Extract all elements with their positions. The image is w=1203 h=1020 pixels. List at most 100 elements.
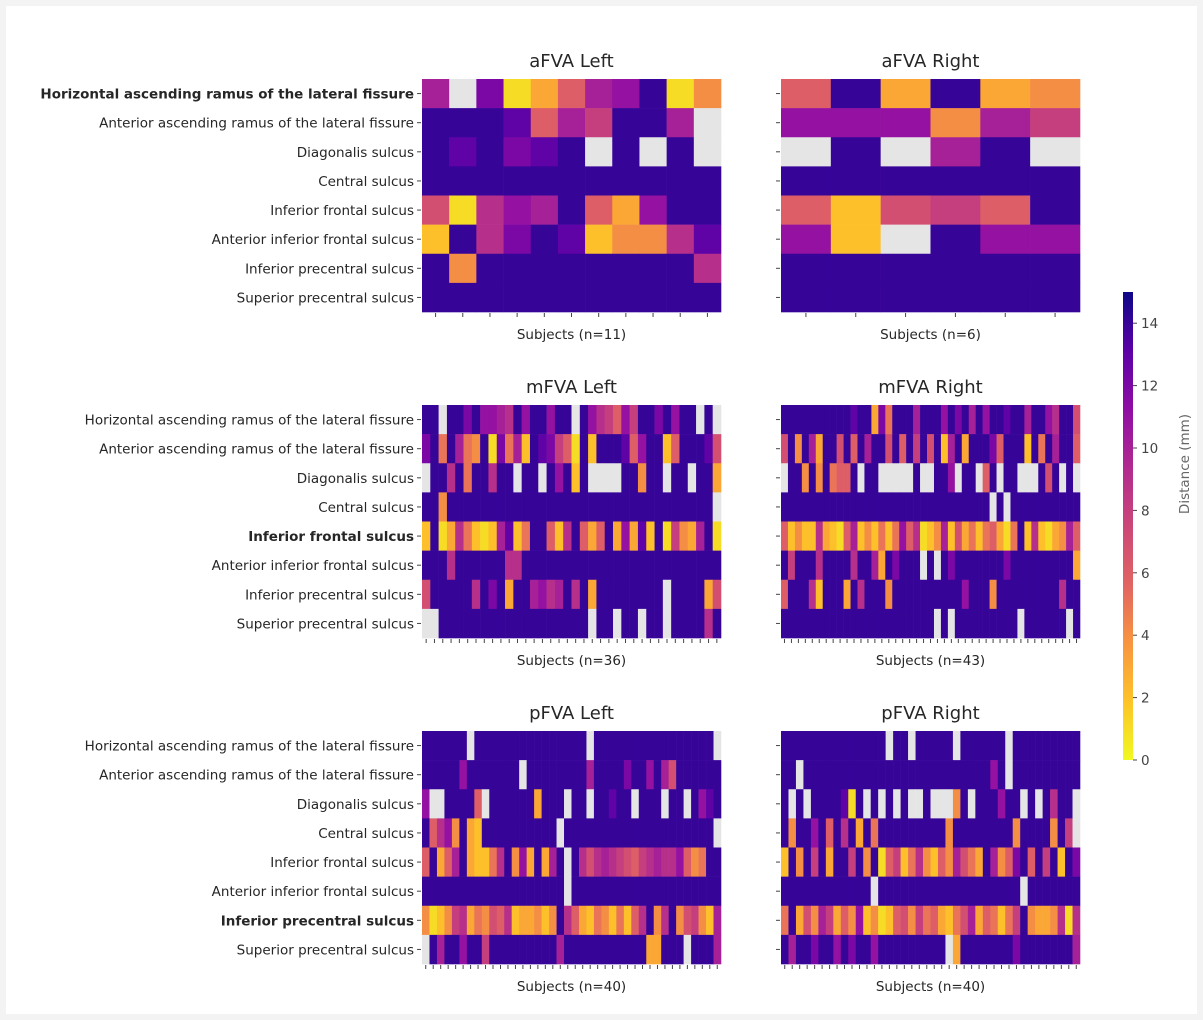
heatmap-cell xyxy=(1031,608,1039,639)
heatmap-cell xyxy=(781,579,789,610)
heatmap-cell xyxy=(829,550,837,581)
heatmap-cell xyxy=(422,79,450,109)
heatmap-cell xyxy=(554,579,564,610)
heatmap-cell xyxy=(646,405,655,435)
heatmap-cell xyxy=(1052,608,1060,639)
heatmap-cell xyxy=(1045,492,1053,522)
heatmap-cell xyxy=(596,550,606,581)
heatmap-cell xyxy=(952,905,961,936)
heatmap-cell xyxy=(1030,166,1081,196)
heatmap-cell xyxy=(601,760,610,790)
heatmap-cell xyxy=(843,521,851,551)
heatmap-cell xyxy=(871,492,879,522)
heatmap-cell xyxy=(679,463,689,493)
heatmap-cell xyxy=(968,405,976,435)
heatmap-cell xyxy=(579,405,589,435)
heatmap-cell xyxy=(693,224,722,255)
heatmap-cell xyxy=(945,847,954,877)
heatmap-cell xyxy=(530,282,559,313)
heatmap-cell xyxy=(857,405,865,435)
heatmap-cell xyxy=(878,934,886,965)
heatmap-cell xyxy=(927,608,935,639)
heatmap-cell xyxy=(579,463,589,493)
heatmap-cell xyxy=(496,521,506,551)
heatmap-cell xyxy=(604,579,614,610)
heatmap-cell xyxy=(612,253,640,284)
heatmap-cell xyxy=(526,731,535,761)
heatmap-cell xyxy=(878,550,886,581)
heatmap-cell xyxy=(1050,760,1058,790)
heatmap-cell xyxy=(504,789,512,819)
heatmap-cell xyxy=(554,550,564,581)
heatmap-cell xyxy=(982,434,990,464)
heatmap-cell xyxy=(833,731,842,761)
heatmap-cell xyxy=(833,934,842,965)
heatmap-cell xyxy=(961,492,970,522)
heatmap-cell xyxy=(952,876,961,907)
heatmap-cell xyxy=(1030,79,1081,109)
heatmap-cell xyxy=(945,731,954,761)
heatmap-cell xyxy=(920,550,928,581)
heatmap-cell xyxy=(1005,760,1014,790)
heatmap-cell xyxy=(571,521,581,551)
heatmap-cell xyxy=(968,521,976,551)
heatmap-cell xyxy=(923,818,931,848)
heatmap-cell xyxy=(947,463,956,493)
heatmap-cell xyxy=(975,434,983,464)
heatmap-cell xyxy=(1073,608,1081,639)
heatmap-cell xyxy=(1038,492,1046,522)
heatmap-cell xyxy=(864,521,872,551)
heatmap-cell xyxy=(706,818,714,848)
heatmap-cell xyxy=(863,905,871,936)
heatmap-cell xyxy=(444,760,453,790)
heatmap-cell xyxy=(815,463,824,493)
heatmap-cell xyxy=(893,789,901,819)
heatmap-cell xyxy=(1031,492,1039,522)
heatmap-cell xyxy=(937,731,946,761)
heatmap-cell xyxy=(593,847,602,877)
heatmap-cell xyxy=(613,463,622,493)
heatmap-cell xyxy=(623,818,632,848)
heatmap-cell xyxy=(840,934,849,965)
heatmap-cell xyxy=(1005,876,1014,907)
heatmap-cell xyxy=(676,818,684,848)
heatmap-cell xyxy=(1073,521,1081,551)
heatmap-cell xyxy=(1012,760,1021,790)
heatmap-cell xyxy=(530,224,559,255)
heatmap-cell xyxy=(556,847,565,877)
heatmap-cell xyxy=(781,195,832,225)
heatmap-cell xyxy=(920,521,928,551)
heatmap-cell xyxy=(646,463,655,493)
heatmap-cell xyxy=(481,731,490,761)
heatmap-cell xyxy=(980,137,1031,167)
heatmap-cell xyxy=(818,760,827,790)
heatmap-cell xyxy=(968,492,976,522)
heatmap-cell xyxy=(927,434,935,464)
heatmap-cell xyxy=(459,934,468,965)
heatmap-cell xyxy=(422,789,430,819)
heatmap-cell xyxy=(564,760,572,790)
heatmap-cell xyxy=(878,405,886,435)
heatmap-cell xyxy=(815,579,824,610)
heatmap-cell xyxy=(1050,876,1058,907)
heatmap-cell xyxy=(505,492,514,522)
heatmap-cell xyxy=(666,79,695,109)
heatmap-cell xyxy=(906,608,914,639)
heatmap-cell xyxy=(1066,492,1074,522)
heatmap-cell xyxy=(687,434,697,464)
heatmap-cell xyxy=(794,550,803,581)
row-label: Horizontal ascending ramus of the latera… xyxy=(85,413,414,429)
heatmap-cell xyxy=(585,253,613,284)
heatmap-cell xyxy=(438,463,448,493)
heatmap-cell xyxy=(906,550,914,581)
row-label: Central sulcus xyxy=(318,174,414,190)
heatmap-cell xyxy=(639,282,667,313)
heatmap-cell xyxy=(927,405,935,435)
heatmap-cell xyxy=(488,608,498,639)
heatmap-cell xyxy=(1010,405,1018,435)
heatmap-cell xyxy=(541,934,550,965)
heatmap-cell xyxy=(621,434,630,464)
heatmap-cell xyxy=(825,731,834,761)
heatmap-cell xyxy=(930,731,939,761)
heatmap-cell xyxy=(1003,521,1011,551)
